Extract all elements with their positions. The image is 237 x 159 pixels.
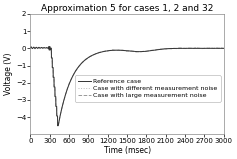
Legend: Reference case, Case with different measurement noise, Case with large measureme: Reference case, Case with different meas… — [75, 76, 221, 102]
X-axis label: Time (msec): Time (msec) — [104, 146, 151, 155]
Title: Approximation 5 for cases 1, 2 and 32: Approximation 5 for cases 1, 2 and 32 — [41, 4, 213, 13]
Y-axis label: Voltage (V): Voltage (V) — [4, 53, 13, 95]
